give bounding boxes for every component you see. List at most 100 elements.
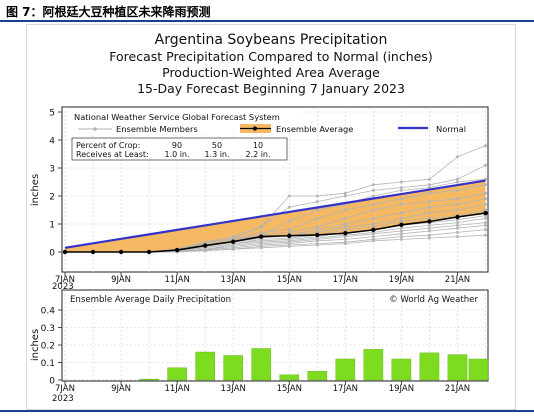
ensemble-member-point	[484, 197, 487, 201]
daily-bar	[419, 352, 440, 381]
ensemble-member-point	[427, 216, 431, 220]
ensemble-member-point	[427, 200, 431, 204]
ensemble-member-point	[371, 188, 375, 192]
daily-bar	[279, 374, 300, 381]
ensemble-member-point	[427, 226, 431, 230]
cumulative-x-tick-label: 13JAN	[221, 275, 246, 285]
cumulative-y-tick-label: 5	[49, 109, 55, 119]
chart-subtitle-1: Forecast Precipitation Compared to Norma…	[109, 49, 433, 64]
daily-y-label: inches	[30, 329, 41, 361]
ensemble-average-point	[174, 247, 180, 253]
ensemble-member-point	[455, 177, 459, 181]
ensemble-average-point	[146, 249, 152, 255]
ensemble-average-point	[259, 234, 264, 239]
ensemble-member-point	[231, 247, 235, 251]
ensemble-member-point	[455, 235, 459, 239]
ensemble-member-point	[484, 144, 487, 148]
legend-normal: Normal	[398, 124, 466, 134]
ensemble-member-point	[259, 246, 263, 250]
ensemble-member-point	[203, 240, 207, 244]
daily-x-tick-label: 11JAN	[164, 384, 189, 394]
ensemble-member-point	[315, 243, 319, 247]
ensemble-member-point	[343, 208, 347, 212]
ensemble-member-point	[343, 242, 347, 246]
ensemble-member-point	[287, 219, 291, 223]
ensemble-member-point	[399, 237, 403, 241]
daily-credit: © World Ag Weather	[389, 295, 478, 305]
ensemble-member-point	[399, 226, 403, 230]
ensemble-member-point	[259, 230, 263, 234]
daily-y-ticks: 0 0.1 0.2 0.3 0.4	[41, 307, 62, 387]
ensemble-member-point	[315, 225, 319, 229]
ensemble-member-point	[399, 186, 403, 190]
ensemble-member-point	[399, 219, 403, 223]
ensemble-member-point	[343, 216, 347, 220]
ensemble-member-point	[399, 180, 403, 184]
ensemble-member-point	[399, 235, 403, 239]
ensemble-member-point	[371, 232, 375, 236]
ensemble-member-point	[343, 194, 347, 198]
cumulative-x-tick-label: 21JAN	[445, 275, 470, 285]
daily-title: Ensemble Average Daily Precipitation	[70, 295, 231, 305]
ensemble-member-point	[484, 233, 487, 237]
ensemble-member-point	[287, 230, 291, 234]
cumulative-y-tick-label: 0	[49, 249, 55, 259]
ensemble-member-point	[427, 191, 431, 195]
ensemble-average-point	[202, 243, 208, 248]
ensemble-member-point	[371, 235, 375, 239]
ensemble-member-point	[399, 232, 403, 236]
ensemble-member-point	[484, 208, 487, 212]
ensemble-member-point	[455, 202, 459, 206]
daily-bar	[335, 358, 356, 381]
cumulative-x-tick-label: 7JAN	[55, 275, 75, 285]
ensemble-member-point	[287, 228, 291, 232]
ensemble-member-point	[371, 194, 375, 198]
ensemble-member-point	[315, 216, 319, 220]
daily-x-tick-label: 7JAN	[55, 384, 75, 394]
chart-subtitle-3: 15-Day Forecast Beginning 7 January 2023	[137, 81, 405, 96]
daily-chart: 0 0.1 0.2 0.3 0.4 7JAN 9JAN 11JAN 13JAN 15JAN 17J…	[30, 289, 489, 404]
ensemble-member-point	[315, 208, 319, 212]
ensemble-member-point	[343, 228, 347, 232]
caption-rule	[0, 20, 534, 22]
ensemble-average-point	[343, 231, 348, 236]
ensemble-member-point	[455, 208, 459, 212]
ensemble-member-point	[287, 194, 291, 198]
daily-x-ticks: 7JAN 9JAN 11JAN 13JAN 15JAN 17JAN 19JAN 21JAN	[55, 381, 470, 394]
ensemble-member-point	[399, 197, 403, 201]
ensemble-member-point	[315, 200, 319, 204]
cumulative-plot-frame	[61, 106, 489, 273]
ensemble-member-point	[484, 223, 487, 227]
crop-table-box	[71, 137, 288, 161]
ensemble-average-points	[62, 210, 488, 255]
ensemble-member-point	[455, 221, 459, 225]
daily-x-tick-label: 9JAN	[111, 384, 131, 394]
ensemble-average-point	[427, 219, 432, 224]
ensemble-member-point	[343, 225, 347, 229]
ensemble-member-point	[343, 191, 347, 195]
ensemble-member-point	[427, 236, 431, 240]
crop-row1-label: Percent of Crop:	[76, 141, 140, 150]
daily-bar	[251, 348, 272, 381]
ensemble-average-line	[65, 212, 486, 253]
daily-y-tick-label: 0.4	[41, 307, 56, 317]
cumulative-y-label: inches	[30, 174, 41, 206]
cumulative-x-tick-label: 17JAN	[333, 275, 358, 285]
ensemble-member-point	[455, 223, 459, 227]
ensemble-member-point	[484, 221, 487, 225]
cumulative-year-label: 2023	[52, 282, 74, 292]
daily-bar	[139, 378, 159, 381]
ensemble-member-point	[427, 205, 431, 209]
daily-x-tick-label: 19JAN	[389, 384, 414, 394]
ensemble-member-point	[484, 191, 487, 195]
daily-bar	[447, 354, 468, 381]
daily-bar	[363, 349, 384, 381]
ensemble-member-point	[371, 183, 375, 187]
ensemble-member-point	[399, 211, 403, 215]
daily-bar	[468, 358, 489, 381]
crop-row1-value-1: 90	[172, 141, 182, 150]
ensemble-member-point	[427, 229, 431, 233]
daily-plot-frame	[61, 289, 489, 382]
ensemble-member-point	[399, 188, 403, 192]
ensemble-member-point	[287, 244, 291, 248]
